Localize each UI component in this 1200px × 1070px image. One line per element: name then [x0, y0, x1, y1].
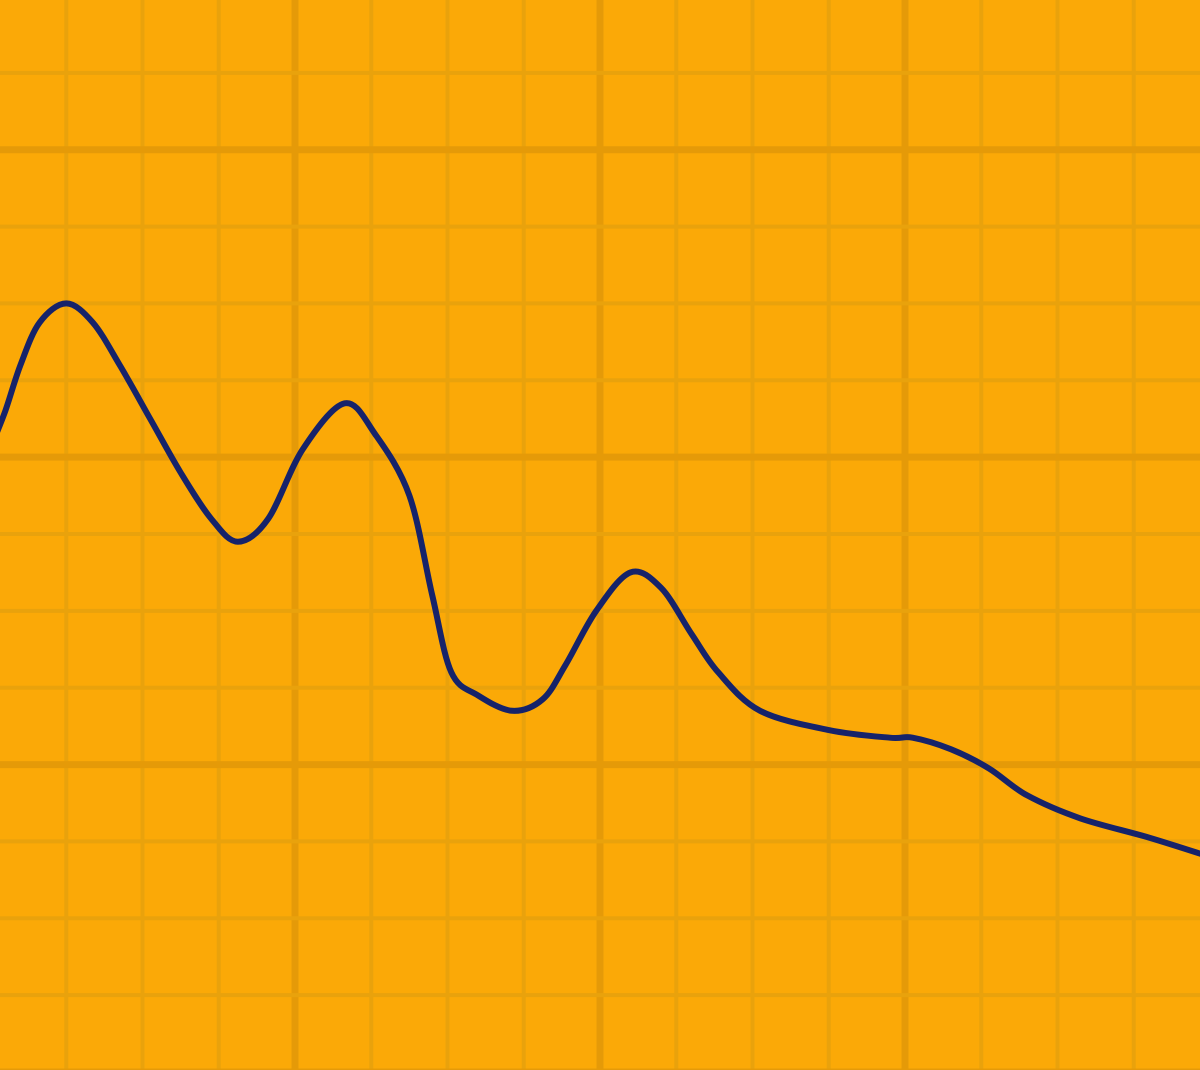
series-layer — [0, 300, 1200, 857]
series-line-1 — [0, 300, 1200, 857]
